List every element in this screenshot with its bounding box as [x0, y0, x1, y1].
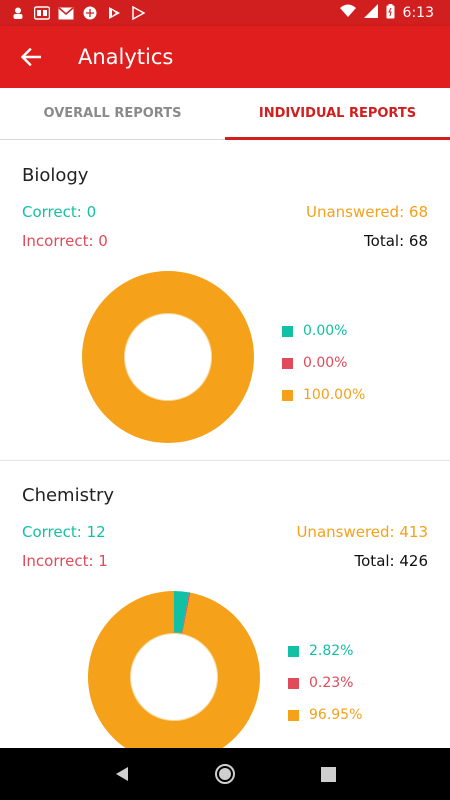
report-tabs: OVERALL REPORTS INDIVIDUAL REPORTS — [0, 88, 450, 140]
legend-item-incorrect: 0.23% — [288, 667, 362, 699]
nav-recents-button[interactable] — [304, 750, 352, 798]
legend-item-unanswered: 100.00% — [282, 379, 365, 411]
gmail-icon — [58, 6, 74, 20]
legend-swatch-unanswered — [282, 389, 293, 401]
legend-swatch-correct — [288, 645, 299, 657]
subject-card-chemistry: Chemistry Correct: 12 Incorrect: 1 Unans… — [0, 461, 450, 748]
incorrect-count: Incorrect: 0 — [22, 232, 108, 250]
correct-count: Correct: 0 — [22, 203, 97, 221]
wifi-icon — [339, 4, 356, 22]
subject-title: Biology — [22, 165, 89, 186]
recents-square-icon — [320, 766, 336, 782]
legend-item-correct: 0.00% — [282, 315, 365, 347]
legend-label-unanswered: 96.95% — [309, 707, 363, 723]
system-nav-bar — [0, 748, 450, 800]
back-button[interactable] — [0, 26, 62, 88]
legend-swatch-unanswered — [288, 709, 299, 721]
legend-label-unanswered: 100.00% — [303, 387, 366, 403]
slice-incorrect — [181, 592, 191, 634]
slice-unanswered — [88, 591, 260, 748]
donut-chart — [81, 271, 254, 443]
donut-hole — [123, 312, 213, 402]
slice-unanswered — [81, 271, 254, 443]
status-time: 6:13 — [402, 5, 434, 21]
subject-title: Chemistry — [22, 485, 115, 506]
unanswered-count: Unanswered: 68 — [306, 203, 428, 221]
battery-icon — [386, 3, 395, 23]
notification-person-icon — [10, 6, 26, 20]
subject-card-biology: Biology Correct: 0 Incorrect: 0 Unanswer… — [0, 141, 450, 461]
play-store-icon — [106, 6, 122, 20]
home-circle-icon — [214, 764, 235, 784]
legend-label-incorrect: 0.23% — [309, 675, 354, 691]
unanswered-count: Unanswered: 413 — [296, 523, 428, 541]
donut-hole — [129, 632, 219, 722]
legend-item-unanswered: 96.95% — [288, 699, 362, 731]
legend-label-correct: 2.82% — [309, 643, 354, 659]
legend-swatch-incorrect — [288, 677, 299, 689]
legend-label-incorrect: 0.00% — [303, 355, 348, 371]
tab-individual-reports[interactable]: INDIVIDUAL REPORTS — [225, 88, 450, 140]
chart-legend: 0.00% 0.00% 100.00% — [282, 315, 365, 411]
total-count: Total: 68 — [364, 232, 428, 250]
circle-app-icon — [82, 6, 98, 20]
legend-label-correct: 0.00% — [303, 323, 348, 339]
tab-overall-reports[interactable]: OVERALL REPORTS — [43, 106, 182, 121]
system-status: 6:13 — [339, 3, 450, 23]
reports-list[interactable]: Biology Correct: 0 Incorrect: 0 Unanswer… — [0, 141, 450, 748]
legend-swatch-correct — [282, 325, 293, 337]
legend-swatch-incorrect — [282, 357, 293, 369]
play-store-outline-icon — [130, 6, 146, 20]
status-bar: 6:13 — [0, 0, 450, 26]
app-bar: Analytics — [0, 26, 450, 88]
page-title: Analytics — [78, 45, 174, 69]
arrow-back-icon — [21, 48, 41, 66]
nav-back-button[interactable] — [98, 750, 146, 798]
legend-item-correct: 2.82% — [288, 635, 362, 667]
legend-item-incorrect: 0.00% — [282, 347, 365, 379]
incorrect-count: Incorrect: 1 — [22, 552, 108, 570]
correct-count: Correct: 12 — [22, 523, 106, 541]
slice-correct — [174, 591, 190, 634]
back-triangle-icon — [115, 767, 128, 781]
nav-home-button[interactable] — [201, 750, 249, 798]
bd-app-icon — [34, 6, 50, 20]
signal-icon — [363, 4, 378, 22]
donut-chart — [88, 591, 260, 748]
total-count: Total: 426 — [354, 552, 428, 570]
chart-legend: 2.82% 0.23% 96.95% — [288, 635, 362, 731]
notification-icons — [0, 6, 146, 20]
